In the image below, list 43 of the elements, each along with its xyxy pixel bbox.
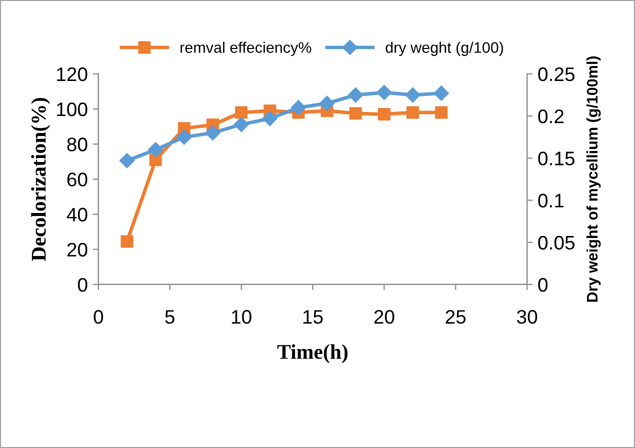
point xyxy=(378,108,390,121)
y2-axis-title: Dry weight of mycellium (g/100ml) xyxy=(586,56,601,302)
point xyxy=(349,107,362,120)
legend-label: dry weght (g/100) xyxy=(386,42,504,56)
y-tick-label: 120 xyxy=(57,67,88,82)
point xyxy=(319,96,335,111)
x-axis-title: Time(h) xyxy=(277,344,348,364)
y-tick-label: 0 xyxy=(78,278,88,292)
x-tick-label: 5 xyxy=(165,310,174,324)
y-tick-label: 40 xyxy=(66,208,88,222)
point xyxy=(434,86,449,101)
y-tick-label: 80 xyxy=(67,138,88,152)
point xyxy=(120,235,134,248)
point xyxy=(262,110,278,126)
y2-tick-label: 0.25 xyxy=(538,67,574,82)
x-tick-label: 20 xyxy=(374,310,394,324)
point xyxy=(119,153,135,168)
point xyxy=(435,106,448,119)
point xyxy=(406,106,419,119)
point xyxy=(205,125,220,140)
y-tick-label: 100 xyxy=(57,102,88,116)
y-tick-label: 20 xyxy=(67,242,88,257)
x-tick-label: 0 xyxy=(94,310,104,324)
point xyxy=(348,87,364,103)
point xyxy=(176,130,192,145)
x-tick-label: 25 xyxy=(446,310,466,324)
y-axis-title: Decolorization(%) xyxy=(31,98,50,261)
point xyxy=(376,84,392,100)
x-tick-label: 15 xyxy=(303,310,323,324)
x-tick-label: 10 xyxy=(232,310,252,324)
y-tick-label: 60 xyxy=(67,172,88,186)
point xyxy=(148,142,164,158)
x-tick-label: 30 xyxy=(516,310,538,324)
y2-tick-label: 0.1 xyxy=(538,194,564,208)
point xyxy=(290,100,306,116)
y2-tick-label: 0.05 xyxy=(538,236,574,250)
point xyxy=(235,106,248,119)
legend-label: remval effeciency% xyxy=(180,42,312,56)
y2-tick-label: 0 xyxy=(538,278,548,292)
y2-tick-label: 0.2 xyxy=(538,110,564,124)
point xyxy=(405,87,420,103)
point xyxy=(234,116,249,132)
y2-tick-label: 0.15 xyxy=(538,152,574,166)
